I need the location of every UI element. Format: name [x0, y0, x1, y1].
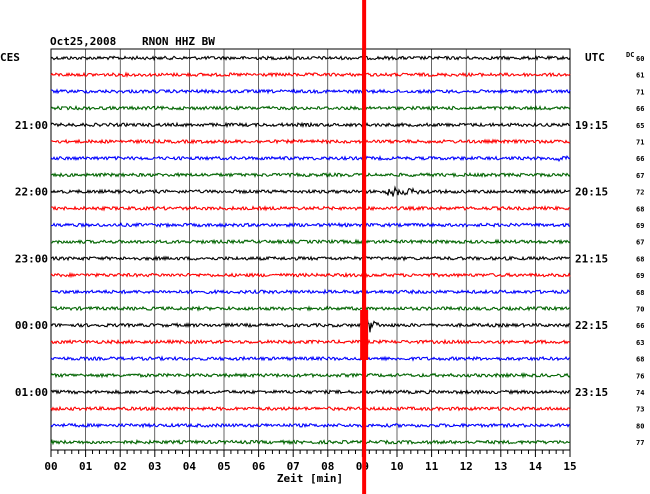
trace-line: [50, 355, 571, 362]
red-marker-line: [362, 0, 367, 494]
hour-label-left: 21:00: [15, 119, 48, 132]
x-axis-label: Zeit [min]: [277, 472, 343, 485]
dc-value-label: 66: [636, 105, 644, 113]
trace-line: [50, 305, 571, 312]
hour-label-right: 21:15: [575, 252, 608, 265]
dc-value-label: 68: [636, 255, 644, 263]
dc-value-label: 66: [636, 322, 644, 330]
left-timezone-label: CES: [0, 51, 20, 64]
dc-value-label: 68: [636, 356, 644, 364]
hour-label-left: 00:00: [15, 319, 48, 332]
dc-value-label: 66: [636, 155, 644, 163]
marker-burst: [360, 310, 369, 360]
trace-line: [50, 438, 571, 446]
dc-value-label: 68: [636, 205, 644, 213]
hour-label-right: 19:15: [575, 119, 608, 132]
marker-overlay: [360, 0, 369, 494]
dc-value-label: 71: [636, 88, 644, 96]
hour-label-left: 22:00: [15, 186, 48, 199]
dc-value-label: 74: [636, 389, 644, 397]
trace-line: [50, 238, 571, 245]
trace-line: [50, 422, 571, 429]
x-tick-label: 01: [79, 460, 93, 473]
trace-line: [50, 205, 571, 212]
trace-line: [50, 138, 571, 145]
trace-line: [50, 171, 571, 179]
x-tick-label: 06: [252, 460, 266, 473]
dc-value-label: 69: [636, 222, 644, 230]
trace-line: [50, 271, 571, 279]
dc-value-label: 65: [636, 122, 644, 130]
dc-header-label: DC: [626, 51, 634, 59]
x-tick-label: 04: [183, 460, 197, 473]
dc-value-label: 80: [636, 422, 644, 430]
trace-line: [50, 405, 571, 412]
x-tick-label: 11: [425, 460, 439, 473]
x-tick-label: 13: [494, 460, 507, 473]
trace-line: [50, 288, 571, 295]
x-tick-label: 10: [390, 460, 403, 473]
trace-line: [51, 88, 571, 95]
x-tick-label: 02: [114, 460, 127, 473]
dc-value-label: 72: [636, 189, 644, 197]
dc-value-label: 63: [636, 339, 644, 347]
x-tick-label: 05: [217, 460, 230, 473]
trace-line: [50, 314, 571, 333]
dc-value-label: 70: [636, 306, 644, 314]
dc-value-label: 73: [636, 406, 644, 414]
x-tick-label: 12: [460, 460, 473, 473]
labels: Oct25,2008 RNON HHZ BW CES UTC DC Zeit […: [0, 35, 634, 485]
dc-value-label: 76: [636, 372, 644, 380]
trace-line: [50, 55, 571, 61]
trace-line: [50, 71, 571, 78]
plot-frame: [50, 48, 571, 451]
dc-value-label: 67: [636, 172, 644, 180]
trace-line: [50, 255, 571, 262]
dc-value-label: 67: [636, 239, 644, 247]
x-tick-label: 00: [44, 460, 57, 473]
x-tick-label: 15: [563, 460, 576, 473]
station-label: RNON HHZ BW: [142, 35, 215, 48]
trace-line: [50, 372, 571, 379]
dc-value-label: 71: [636, 139, 644, 147]
hour-label-right: 22:15: [575, 319, 608, 332]
x-tick-label: 07: [287, 460, 300, 473]
dc-value-label: 61: [636, 72, 644, 80]
dc-value-label: 68: [636, 289, 644, 297]
traces: 60 61 71 66 65 71 66 67 72 68 69 67 68 69 68 70 66 63 68 76…: [15, 55, 645, 447]
date-label: Oct25,2008: [50, 35, 116, 48]
x-tick-label: 08: [321, 460, 334, 473]
right-timezone-label: UTC: [585, 51, 605, 64]
hour-label-right: 20:15: [575, 186, 608, 199]
dc-value-label: 77: [636, 439, 644, 447]
dc-value-label: 60: [636, 55, 644, 63]
hour-label-left: 01:00: [15, 386, 48, 399]
dc-value-label: 69: [636, 272, 644, 280]
x-tick-label: 14: [529, 460, 543, 473]
trace-line: [50, 185, 571, 197]
hour-label-left: 23:00: [15, 252, 48, 265]
trace-line: [50, 388, 571, 395]
hour-label-right: 23:15: [575, 386, 608, 399]
trace-line: [50, 121, 570, 129]
trace-line: [50, 155, 571, 163]
trace-line: [50, 222, 571, 229]
trace-line: [50, 338, 571, 345]
trace-line: [50, 104, 571, 112]
x-tick-label: 03: [148, 460, 161, 473]
